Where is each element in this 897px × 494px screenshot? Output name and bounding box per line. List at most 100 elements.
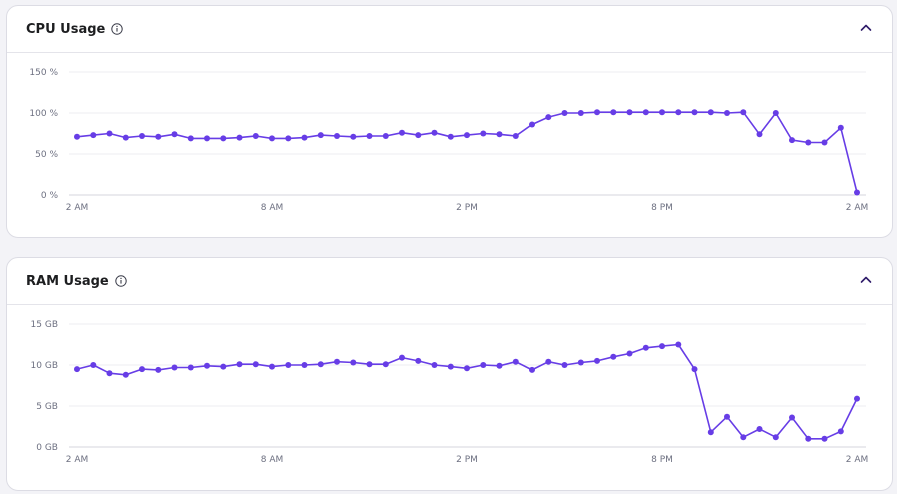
cpu-data-point (512, 133, 519, 139)
ram-data-point (707, 429, 714, 436)
cpu-data-point (496, 131, 503, 138)
ram-x-tick-label: 8 AM (261, 455, 284, 465)
cpu-data-point (626, 109, 633, 116)
ram-data-point (642, 344, 649, 351)
ram-x-tick-label: 2 AM (66, 455, 89, 465)
ram-data-point (187, 364, 194, 371)
cpu-x-tick-label: 2 AM (66, 203, 89, 213)
cpu-data-point (187, 135, 194, 142)
ram-y-tick-label: 0 GB (36, 443, 58, 453)
ram-data-point (204, 362, 210, 369)
cpu-data-point (236, 134, 243, 141)
cpu-usage-card: CPU Usage 0 % 50 % 100 % 150 % 2 AM 8 AM 2 PM 8… (6, 5, 893, 238)
ram-data-point (659, 343, 665, 350)
cpu-data-point (301, 134, 308, 141)
cpu-data-point (659, 109, 665, 116)
ram-data-point (301, 362, 308, 368)
ram-usage-card: RAM Usage 0 GB 5 GB 10 GB 15 GB 2 AM 8 AM 2 PM… (6, 257, 893, 491)
cpu-data-point (610, 109, 617, 116)
cpu-data-point (854, 189, 860, 196)
cpu-data-point (464, 132, 470, 139)
ram-data-point (106, 370, 113, 377)
cpu-data-point (707, 109, 714, 116)
cpu-data-point (594, 109, 600, 116)
cpu-y-tick-label: 100 % (29, 109, 58, 119)
cpu-data-point (171, 131, 178, 138)
cpu-data-point (399, 129, 405, 136)
cpu-data-point (545, 114, 552, 121)
ram-data-point (90, 362, 97, 368)
ram-data-point (447, 363, 454, 370)
ram-data-point (317, 361, 324, 368)
cpu-data-point (480, 130, 487, 137)
ram-data-point (366, 361, 373, 368)
ram-data-point (675, 341, 682, 348)
cpu-x-tick-label: 8 PM (651, 203, 673, 213)
cpu-data-point (122, 134, 129, 141)
ram-data-point (740, 434, 747, 441)
cpu-x-tick-label: 8 AM (261, 203, 284, 213)
chevron-up-icon[interactable] (858, 272, 874, 288)
ram-data-point (529, 366, 535, 373)
chevron-up-icon[interactable] (858, 20, 874, 36)
ram-y-tick-label: 15 GB (31, 320, 58, 330)
cpu-x-tick-label: 2 PM (456, 203, 478, 213)
ram-data-point (545, 358, 552, 365)
ram-data-point (772, 434, 779, 441)
cpu-data-point (382, 133, 389, 139)
cpu-data-point (317, 132, 324, 139)
ram-data-point (594, 357, 600, 364)
cpu-y-tick-label: 0 % (41, 191, 59, 201)
cpu-data-point (740, 109, 747, 116)
cpu-data-point (691, 109, 698, 116)
ram-data-point (431, 362, 438, 368)
cpu-data-point (577, 110, 584, 116)
ram-data-point (837, 428, 844, 435)
ram-data-point (626, 350, 633, 357)
cpu-y-tick-label: 150 % (29, 68, 58, 78)
ram-data-point (724, 413, 730, 420)
cpu-data-point (821, 139, 828, 146)
cpu-x-tick-label: 2 AM (846, 203, 869, 213)
ram-data-point (610, 353, 617, 360)
cpu-data-point (675, 109, 682, 116)
ram-data-point (512, 358, 519, 365)
cpu-card-title: CPU Usage (26, 21, 106, 37)
ram-y-tick-label: 5 GB (36, 402, 58, 412)
cpu-data-point (805, 139, 812, 146)
cpu-data-point (252, 133, 259, 139)
cpu-data-point (155, 133, 162, 140)
ram-data-point (350, 359, 357, 366)
ram-x-tick-label: 2 PM (456, 455, 478, 465)
cpu-data-point (106, 130, 113, 137)
ram-data-point (464, 365, 470, 372)
cpu-data-point (366, 133, 373, 139)
ram-series-line (76, 343, 858, 440)
cpu-data-point (431, 129, 438, 136)
cpu-data-point (447, 133, 454, 140)
ram-data-point (74, 366, 80, 373)
cpu-data-point (285, 135, 292, 142)
cpu-data-point (772, 110, 779, 116)
cpu-data-point (220, 135, 227, 142)
cpu-data-point (837, 124, 844, 131)
cpu-data-point (561, 110, 568, 116)
ram-data-point (139, 366, 145, 373)
ram-data-point (756, 426, 763, 432)
cpu-data-point (724, 110, 730, 116)
cpu-y-tick-label: 50 % (35, 150, 58, 160)
ram-usage-chart: 0 GB 5 GB 10 GB 15 GB 2 AM 8 AM 2 PM 8 PM 2 AM (31, 320, 869, 465)
cpu-data-point (756, 131, 763, 138)
info-icon[interactable] (115, 275, 127, 287)
cpu-data-point (204, 135, 210, 142)
ram-data-point (577, 359, 584, 366)
ram-y-tick-label: 10 GB (31, 361, 58, 371)
ram-data-point (821, 435, 828, 442)
ram-data-point (691, 366, 698, 373)
ram-data-point (155, 366, 162, 373)
ram-data-point (252, 361, 259, 368)
ram-data-point (334, 358, 340, 365)
ram-card-header: RAM Usage (7, 258, 892, 305)
info-icon[interactable] (111, 23, 124, 35)
ram-data-point (220, 363, 227, 370)
